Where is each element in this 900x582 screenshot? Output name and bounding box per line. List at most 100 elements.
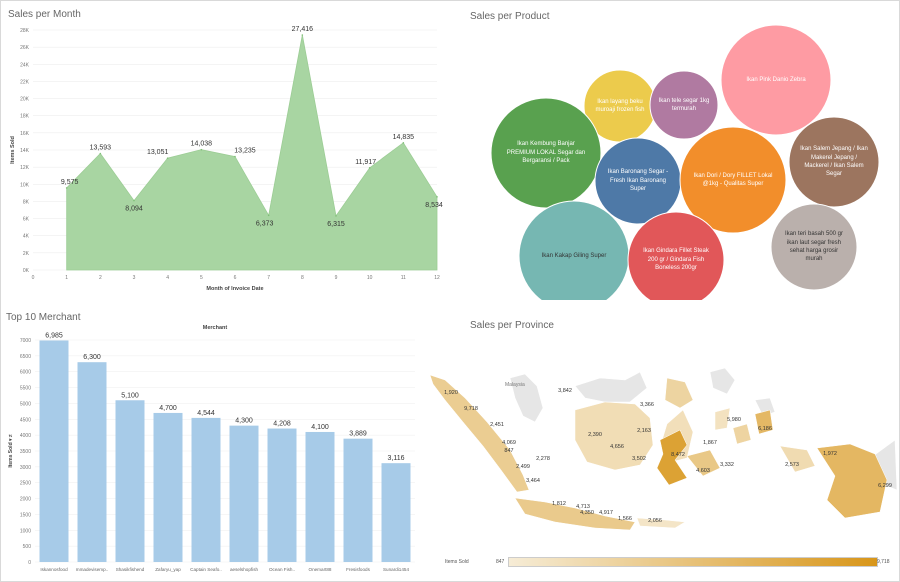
month-y-tick: 6K — [23, 217, 30, 223]
product-bubble — [649, 70, 719, 140]
province-value-label: 4,069 — [502, 440, 516, 446]
month-value-label: 9,575 — [61, 179, 79, 186]
month-x-tick: 6 — [234, 275, 237, 281]
month-panel-title: Sales per Month — [8, 9, 81, 20]
province-shape — [816, 443, 888, 519]
merchant-bar — [229, 425, 259, 562]
month-y-tick: 26K — [20, 45, 30, 51]
province-value-label: 2,499 — [516, 464, 530, 470]
merchant-y-tick: 4500 — [20, 417, 31, 423]
month-x-tick: 11 — [401, 275, 406, 281]
product-bubble — [770, 203, 858, 291]
merchant-y-tick: 500 — [23, 544, 32, 550]
province-shape — [754, 409, 774, 435]
neighbor-country — [574, 371, 648, 403]
month-x-tick: 7 — [267, 275, 270, 281]
merchant-value-label: 4,700 — [159, 405, 177, 412]
merchant-bar — [77, 362, 107, 562]
month-y-tick: 12K — [20, 165, 30, 171]
merchant-y-tick: 1500 — [20, 512, 31, 518]
province-value-label: 3,502 — [632, 456, 646, 462]
province-value-label: 2,573 — [785, 462, 799, 468]
merchant-panel-title: Top 10 Merchant — [6, 312, 81, 323]
merchant-y-tick: 2000 — [20, 497, 31, 503]
merchant-bar — [39, 340, 69, 562]
month-y-tick: 4K — [23, 234, 30, 240]
province-value-label: 1,566 — [618, 516, 632, 522]
month-value-label: 6,373 — [256, 220, 274, 227]
month-x-tick: 4 — [166, 275, 169, 281]
month-x-tick: 10 — [367, 275, 373, 281]
month-point — [65, 187, 68, 189]
month-y-tick: 24K — [20, 62, 30, 68]
province-value-label: 1,812 — [552, 501, 566, 507]
sales-per-month-chart: 0K 2K 4K 6K 8K 10K 12K 14K 16K 18K 20K 22K 24K 26K 28K… — [10, 26, 443, 292]
merchant-y-tick: 5000 — [20, 401, 31, 407]
province-shape — [664, 377, 694, 409]
merchant-value-label: 3,116 — [388, 455, 405, 462]
merchant-y-tick: 2500 — [20, 481, 31, 487]
month-y-tick: 22K — [20, 79, 30, 85]
month-y-tick: 14K — [20, 148, 30, 154]
month-value-label: 6,315 — [327, 221, 345, 228]
month-value-label: 13,235 — [234, 148, 256, 155]
month-point — [368, 167, 371, 169]
month-x-tick: 3 — [133, 275, 136, 281]
month-point — [166, 157, 169, 159]
month-value-label: 14,835 — [393, 134, 415, 141]
malaysia-label: Malaysia — [505, 382, 525, 388]
province-shape — [574, 401, 654, 471]
merchant-bar — [267, 428, 297, 562]
merchant-x-tick: Sunardi1454 — [383, 567, 409, 572]
month-x-tick: 0 — [32, 275, 35, 281]
province-value-label: 3,366 — [640, 402, 654, 408]
month-x-tick: 8 — [301, 275, 304, 281]
month-y-tick: 0K — [23, 268, 30, 274]
province-value-label: 4,656 — [610, 444, 624, 450]
month-point — [402, 142, 405, 144]
merchant-x-tick: Shasikfishend — [116, 567, 145, 572]
merchant-value-label: 4,300 — [235, 418, 253, 425]
merchant-bar — [153, 412, 183, 562]
month-y-tick: 8K — [23, 199, 30, 205]
month-y-tick: 2K — [23, 251, 30, 257]
province-value-label: 1,920 — [444, 390, 458, 396]
month-x-tick: 2 — [99, 275, 102, 281]
merchant-x-tick: Fresisfoods — [346, 567, 370, 572]
merchant-bar — [191, 417, 221, 562]
merchant-y-tick: 6000 — [20, 370, 31, 376]
merchant-value-label: 3,889 — [349, 431, 367, 438]
province-value-label: 3,332 — [720, 462, 734, 468]
merchant-x-tick: mmadevisemp.. — [76, 567, 108, 572]
month-x-tick: 12 — [434, 275, 440, 281]
merchant-bar — [343, 438, 373, 562]
merchant-y-tick: 3000 — [20, 465, 31, 471]
merchant-x-tick: Captain Seafo.. — [190, 567, 222, 572]
province-shape — [686, 449, 721, 477]
legend-max-label: 9,718 — [877, 559, 890, 565]
sales-per-province-map[interactable]: Malaysia 1,920 9,718 2,451 4,069 847 2,499 2,27… — [425, 350, 898, 550]
month-value-label: 8,094 — [125, 206, 143, 213]
month-value-label: 27,416 — [292, 26, 314, 33]
province-value-label: 2,163 — [637, 428, 651, 434]
month-y-axis-title: Items Sold — [10, 136, 16, 164]
month-point — [200, 148, 203, 151]
province-panel-title: Sales per Province — [470, 320, 554, 331]
merchant-bar — [115, 400, 145, 562]
month-x-axis-title: Month of Invoice Date — [206, 286, 263, 292]
month-x-tick: 1 — [65, 275, 68, 281]
merchant-y-tick: 1000 — [20, 528, 31, 534]
top-merchant-chart: Merchant 0 500 1000 1500 2000 2500 3000 3500 4000… — [8, 325, 415, 572]
province-value-label: 4,350 — [580, 510, 594, 516]
merchant-value-label: 4,544 — [197, 410, 215, 417]
merchant-x-tick: Onemart88 — [309, 567, 332, 572]
month-y-tick: 20K — [20, 97, 30, 103]
merchant-y-tick: 5500 — [20, 386, 31, 392]
merchant-value-label: 5,100 — [121, 392, 139, 399]
month-y-tick: 10K — [20, 182, 30, 188]
province-value-label: 1,972 — [823, 451, 837, 457]
legend-min-label: 847 — [496, 559, 505, 565]
legend-color-ramp — [508, 557, 878, 567]
neighbor-country — [509, 373, 544, 423]
province-shape — [636, 517, 686, 529]
